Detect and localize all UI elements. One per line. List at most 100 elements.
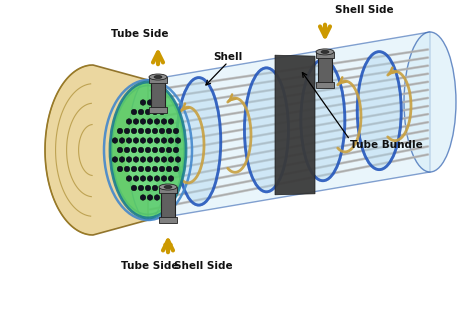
Circle shape — [161, 176, 167, 181]
Circle shape — [154, 157, 160, 162]
FancyBboxPatch shape — [316, 52, 334, 58]
Circle shape — [126, 119, 132, 124]
Circle shape — [159, 109, 165, 115]
Circle shape — [133, 157, 139, 162]
Text: Tube Side: Tube Side — [121, 261, 179, 271]
Circle shape — [161, 119, 167, 124]
Circle shape — [145, 109, 151, 115]
Ellipse shape — [301, 60, 345, 181]
Ellipse shape — [357, 52, 401, 170]
Circle shape — [147, 195, 153, 200]
Text: Tube Bundle: Tube Bundle — [350, 140, 423, 150]
Circle shape — [126, 157, 132, 162]
Circle shape — [147, 176, 153, 181]
FancyBboxPatch shape — [159, 217, 177, 223]
Circle shape — [124, 166, 130, 172]
Circle shape — [152, 166, 158, 172]
Circle shape — [140, 119, 146, 124]
Circle shape — [159, 166, 165, 172]
Circle shape — [152, 185, 158, 191]
Circle shape — [117, 166, 123, 172]
Ellipse shape — [245, 68, 289, 192]
Circle shape — [173, 147, 179, 153]
Text: Shell Side: Shell Side — [335, 5, 393, 15]
Circle shape — [159, 147, 165, 153]
Circle shape — [126, 138, 132, 143]
Ellipse shape — [110, 82, 186, 218]
Circle shape — [112, 157, 118, 162]
Circle shape — [131, 147, 137, 153]
Circle shape — [168, 157, 174, 162]
Ellipse shape — [125, 120, 165, 190]
Circle shape — [154, 119, 160, 124]
Circle shape — [138, 166, 144, 172]
Circle shape — [154, 138, 160, 143]
Circle shape — [145, 147, 151, 153]
FancyBboxPatch shape — [318, 54, 332, 86]
Circle shape — [173, 166, 179, 172]
Ellipse shape — [164, 186, 172, 188]
Circle shape — [138, 147, 144, 153]
Circle shape — [152, 147, 158, 153]
Ellipse shape — [404, 32, 456, 172]
FancyBboxPatch shape — [159, 187, 177, 193]
Circle shape — [154, 176, 160, 181]
Circle shape — [140, 157, 146, 162]
Circle shape — [159, 128, 165, 134]
FancyBboxPatch shape — [151, 79, 165, 111]
FancyBboxPatch shape — [149, 77, 167, 83]
Circle shape — [131, 185, 137, 191]
Ellipse shape — [159, 184, 177, 190]
Circle shape — [131, 166, 137, 172]
Circle shape — [119, 138, 125, 143]
Circle shape — [140, 195, 146, 200]
Circle shape — [140, 176, 146, 181]
Text: Tube Side: Tube Side — [111, 29, 169, 39]
Circle shape — [117, 147, 123, 153]
Circle shape — [124, 128, 130, 134]
Circle shape — [168, 119, 174, 124]
Circle shape — [145, 128, 151, 134]
Circle shape — [147, 119, 153, 124]
Circle shape — [138, 185, 144, 191]
Circle shape — [124, 147, 130, 153]
Circle shape — [131, 109, 137, 115]
Circle shape — [173, 128, 179, 134]
Polygon shape — [45, 65, 148, 235]
Circle shape — [133, 138, 139, 143]
Polygon shape — [148, 32, 430, 220]
Circle shape — [152, 128, 158, 134]
Circle shape — [147, 100, 153, 105]
Circle shape — [133, 176, 139, 181]
Circle shape — [175, 138, 181, 143]
Circle shape — [154, 100, 160, 105]
Ellipse shape — [316, 49, 334, 55]
Polygon shape — [275, 55, 315, 195]
Circle shape — [119, 157, 125, 162]
Text: Shell: Shell — [213, 52, 243, 62]
Text: Shell Side: Shell Side — [173, 261, 232, 271]
Circle shape — [117, 128, 123, 134]
Circle shape — [166, 128, 172, 134]
Circle shape — [161, 138, 167, 143]
Circle shape — [138, 109, 144, 115]
FancyBboxPatch shape — [316, 82, 334, 88]
Ellipse shape — [154, 76, 162, 79]
Ellipse shape — [149, 74, 167, 80]
Circle shape — [168, 176, 174, 181]
Circle shape — [166, 166, 172, 172]
Circle shape — [147, 157, 153, 162]
Circle shape — [133, 119, 139, 124]
Circle shape — [175, 157, 181, 162]
Circle shape — [154, 195, 160, 200]
Circle shape — [166, 147, 172, 153]
Circle shape — [131, 128, 137, 134]
Circle shape — [145, 166, 151, 172]
Circle shape — [140, 138, 146, 143]
Circle shape — [161, 157, 167, 162]
Circle shape — [112, 138, 118, 143]
Ellipse shape — [128, 80, 168, 220]
Circle shape — [140, 100, 146, 105]
Ellipse shape — [321, 51, 329, 53]
Circle shape — [126, 176, 132, 181]
